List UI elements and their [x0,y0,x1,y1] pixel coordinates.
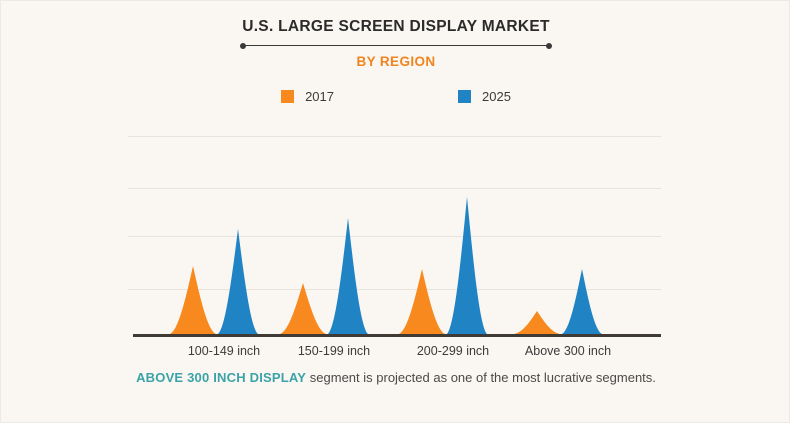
peak-2017-0 [170,266,216,334]
legend-item-2025[interactable]: 2025 [458,89,511,104]
peak-2017-2 [399,269,445,334]
legend-label-2025: 2025 [482,89,511,104]
annotation-highlight: ABOVE 300 INCH DISPLAY [136,370,307,385]
x-axis-label-1: 150-199 inch [297,344,371,358]
title-rule-dot-right [546,42,552,49]
gridline-2 [128,236,661,237]
peak-2017-1 [280,283,326,334]
peak-2025-2 [447,197,487,334]
peak-2025-1 [328,218,368,334]
square-swatch-icon [281,90,295,103]
title-rule-dot-left [240,42,246,49]
chart-annotation: ABOVE 300 INCH DISPLAY segment is projec… [96,368,696,387]
chart-title: U.S. LARGE SCREEN DISPLAY MARKET [242,18,550,35]
plot-area [128,131,661,339]
annotation-rest: segment is projected as one of the most … [306,370,656,385]
legend-label-2017: 2017 [305,89,334,104]
gridline-3 [128,188,661,189]
x-axis-label-0: 100-149 inch [187,344,261,358]
peak-2025-0 [218,229,258,334]
title-underline-decoration [240,42,552,49]
gridline-1 [128,289,661,290]
peak-2017-3 [514,311,560,334]
x-axis-label-2: 200-299 inch [416,344,490,358]
x-axis-line [133,334,661,337]
chart-subtitle: BY REGION [356,54,436,69]
peak-2025-3 [562,269,602,334]
square-swatch-icon [458,90,471,103]
x-axis-label-3: Above 300 inch [524,344,612,358]
title-rule-line [244,45,548,47]
x-axis-category-labels: 100-149 inch 150-199 inch 200-299 inch A… [128,344,661,362]
legend-item-2017[interactable]: 2017 [281,89,334,104]
chart-legend: 2017 2025 [1,89,790,104]
gridline-4 [128,136,661,137]
peak-bars-group [170,197,602,334]
